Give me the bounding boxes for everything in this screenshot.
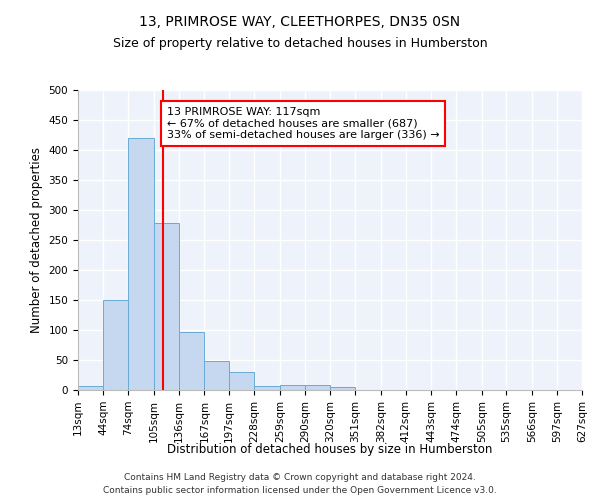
Bar — [154, 223, 179, 390]
Bar — [179, 332, 205, 390]
Bar — [103, 300, 128, 390]
Bar — [330, 387, 355, 390]
Bar — [305, 385, 330, 390]
Bar — [128, 138, 154, 390]
Text: Size of property relative to detached houses in Humberston: Size of property relative to detached ho… — [113, 38, 487, 51]
Text: Contains HM Land Registry data © Crown copyright and database right 2024.: Contains HM Land Registry data © Crown c… — [124, 472, 476, 482]
Text: Distribution of detached houses by size in Humberston: Distribution of detached houses by size … — [167, 442, 493, 456]
Text: Contains public sector information licensed under the Open Government Licence v3: Contains public sector information licen… — [103, 486, 497, 495]
Bar — [280, 384, 305, 390]
Text: 13 PRIMROSE WAY: 117sqm
← 67% of detached houses are smaller (687)
33% of semi-d: 13 PRIMROSE WAY: 117sqm ← 67% of detache… — [167, 107, 439, 140]
Bar — [229, 372, 254, 390]
Bar — [254, 386, 280, 390]
Bar — [205, 360, 229, 390]
Text: 13, PRIMROSE WAY, CLEETHORPES, DN35 0SN: 13, PRIMROSE WAY, CLEETHORPES, DN35 0SN — [139, 15, 461, 29]
Bar — [78, 386, 103, 390]
Y-axis label: Number of detached properties: Number of detached properties — [30, 147, 43, 333]
